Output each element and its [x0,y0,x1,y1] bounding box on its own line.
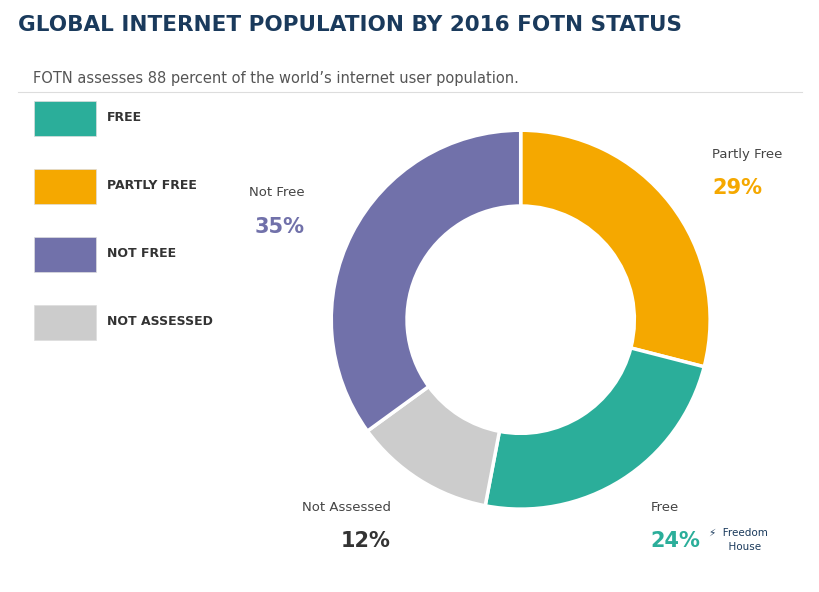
Text: Not Assessed: Not Assessed [301,501,391,514]
Text: 12%: 12% [341,532,391,552]
Text: GLOBAL INTERNET POPULATION BY 2016 FOTN STATUS: GLOBAL INTERNET POPULATION BY 2016 FOTN … [18,15,681,35]
Wedge shape [331,130,520,431]
Text: FOTN assesses 88 percent of the world’s internet user population.: FOTN assesses 88 percent of the world’s … [33,71,518,86]
Wedge shape [520,130,709,367]
Text: FREE: FREE [106,111,142,124]
Wedge shape [485,348,704,509]
Text: Free: Free [649,501,678,514]
Text: 24%: 24% [649,532,699,552]
Text: PARTLY FREE: PARTLY FREE [106,179,197,192]
Text: Partly Free: Partly Free [712,147,781,160]
Text: 29%: 29% [712,178,762,198]
Text: NOT ASSESSED: NOT ASSESSED [106,315,212,328]
Text: Not Free: Not Free [249,186,305,199]
Wedge shape [367,387,499,506]
Text: ⚡  Freedom
      House: ⚡ Freedom House [708,527,767,552]
Text: NOT FREE: NOT FREE [106,247,175,260]
Text: 35%: 35% [255,217,305,237]
